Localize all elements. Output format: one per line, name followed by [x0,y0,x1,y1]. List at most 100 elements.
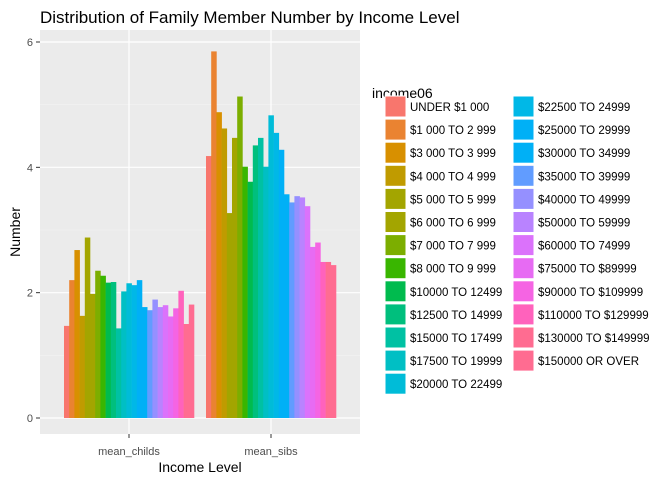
bar-mean_sibs-12 [268,115,274,418]
y-tick-label: 0 [27,413,33,425]
legend-label: $25000 TO 29999 [538,125,630,137]
bar-mean_sibs-24 [330,265,337,418]
legend-label: $22500 TO 24999 [538,102,630,114]
bar-mean_sibs-7 [242,166,248,418]
bar-mean_childs-18 [157,307,164,418]
legend-label: $40000 TO 49999 [538,194,630,206]
bar-mean_sibs-11 [263,166,269,418]
bar-mean_sibs-15 [284,194,290,418]
bar-mean_childs-3 [79,315,86,418]
bar-mean_sibs-5 [232,137,238,418]
bar-mean_childs-16 [147,310,153,418]
legend-label: $60000 TO 74999 [538,241,630,253]
bar-mean_childs-17 [152,299,158,418]
legend-key [512,95,535,118]
legend-key [512,164,535,187]
legend-key [384,257,407,280]
bar-mean_sibs-0 [206,156,212,419]
legend-key [384,303,407,326]
legend-label: $7 000 TO 7 999 [410,241,496,253]
y-axis: 0 2 4 6 [27,37,40,425]
y-axis-title: Number [7,207,23,257]
y-tick-label: 6 [27,37,33,49]
bar-mean_sibs-17 [294,196,300,418]
bar-mean_childs-9 [110,282,117,418]
bar-mean_sibs-22 [320,261,326,418]
legend-key [384,211,407,233]
legend-label: $90000 TO $109999 [538,287,643,299]
bar-mean_sibs-3 [221,128,228,419]
legend-key [384,234,407,257]
bar-mean_childs-22 [178,290,184,418]
x-tick-label: mean_sibs [244,446,298,458]
legend-key [512,211,535,233]
legend-key [512,187,535,210]
legend-key [512,326,535,349]
bar-mean_sibs-8 [247,181,254,418]
bar-mean_sibs-19 [304,206,311,418]
legend-label: $1 000 TO 2 999 [410,125,496,137]
y-tick-label: 2 [27,288,33,300]
legend-label: UNDER $1 000 [410,102,489,114]
bar-mean_childs-12 [126,283,132,418]
legend-key [512,257,535,280]
bar-mean_sibs-13 [273,132,280,418]
legend-key [512,303,535,326]
plot-area: 0 2 4 6 mean_childs mean_sibs [27,30,360,458]
bar-mean_childs-20 [168,316,174,418]
legend: income06 UNDER $1 000$1 000 TO 2 999$3 0… [372,85,650,395]
bar-mean_childs-8 [105,282,112,418]
legend-label: $20000 TO 22499 [410,379,502,391]
legend-label: $75000 TO $89999 [538,264,637,276]
legend-key [384,372,407,395]
y-tick-label: 4 [27,162,33,174]
legend-key [512,141,535,164]
bar-mean_sibs-18 [299,197,306,418]
bar-mean_sibs-23 [325,261,332,418]
bar-mean_sibs-10 [258,137,264,418]
x-tick-label: mean_childs [98,446,160,458]
bar-mean_childs-24 [188,304,195,418]
bar-mean_childs-6 [95,270,101,418]
x-axis: mean_childs mean_sibs [98,434,298,458]
bar-mean_sibs-4 [226,213,233,418]
bar-mean_sibs-1 [211,51,217,419]
chart-title: Distribution of Family Member Number by … [40,8,459,27]
legend-label: $15000 TO 17499 [410,333,502,345]
legend-label: $12500 TO 14999 [410,310,502,322]
bar-mean_childs-5 [90,293,96,418]
legend-key [384,164,407,187]
bar-mean_childs-19 [162,305,169,418]
legend-key [384,187,407,210]
bar-mean_childs-13 [131,285,138,418]
bar-mean_childs-7 [100,275,106,418]
bar-mean_childs-4 [84,237,91,418]
bar-mean_childs-10 [116,328,122,418]
legend-label: $150000 OR OVER [538,356,639,368]
legend-key [512,234,535,257]
legend-label: $4 000 TO 4 999 [410,171,496,183]
bar-mean_sibs-6 [237,96,243,419]
legend-key [384,349,407,372]
x-axis-title: Income Level [158,459,241,475]
legend-label: $5 000 TO 5 999 [410,194,496,206]
legend-label: $8 000 TO 9 999 [410,264,496,276]
bar-mean_childs-2 [74,250,80,418]
legend-key [384,95,407,118]
legend-key [384,280,407,303]
bar-mean_sibs-9 [252,145,259,418]
bars [64,51,337,419]
legend-label: $50000 TO 59999 [538,218,630,230]
legend-label: $3 000 TO 3 999 [410,148,496,160]
bar-mean_childs-21 [173,308,179,418]
bar-mean_childs-1 [69,280,75,418]
bar-mean_childs-0 [64,325,70,418]
legend-key [512,280,535,303]
bar-mean_sibs-14 [278,149,285,419]
bar-mean_sibs-16 [289,202,295,418]
legend-key [384,118,407,141]
bar-mean_childs-14 [136,280,143,418]
bar-mean_sibs-2 [216,112,222,418]
legend-label: $6 000 TO 6 999 [410,218,496,230]
